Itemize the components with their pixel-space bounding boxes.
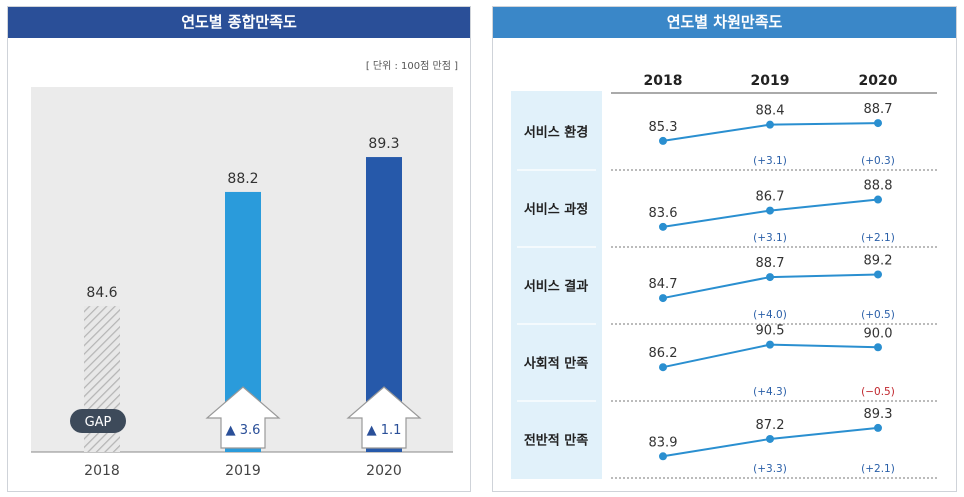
series-point [766, 206, 774, 215]
series-value-label: 83.6 [649, 206, 678, 221]
row-label-column [511, 91, 602, 479]
bar-value-label-2020: 89.3 [368, 136, 399, 152]
series-value-label: 86.2 [649, 346, 678, 361]
year-header-2020: 2020 [859, 73, 898, 89]
series-value-label: 85.3 [649, 120, 678, 135]
series-label: 서비스 환경 [524, 125, 588, 141]
x-tick-label-2020: 2020 [366, 463, 402, 479]
series-value-label: 88.4 [756, 104, 785, 119]
overall-satisfaction-panel: 연도별 종합만족도 [ 단위 : 100점 만점 ] 84.6 2018 88.2 2… [7, 6, 471, 492]
overall-satisfaction-title: 연도별 종합만족도 [8, 7, 470, 38]
change-label: (+3.1) [753, 232, 787, 244]
change-label: (+2.1) [861, 232, 895, 244]
series-point [766, 273, 774, 282]
series-point [659, 222, 667, 231]
year-header-2018: 2018 [644, 73, 683, 89]
series-point [874, 423, 882, 432]
series-value-label: 83.9 [649, 435, 678, 450]
series-value-label: 84.7 [649, 277, 678, 292]
dimension-line-chart: 2018 2019 2020 서비스 환경 85.3 88.4 88.7 (+3.1) (+0.… [511, 73, 937, 479]
series-point [659, 363, 667, 372]
year-header-2019: 2019 [751, 73, 790, 89]
gap-arrow-2020 [346, 386, 422, 449]
series-label: 서비스 과정 [524, 202, 588, 218]
series-value-label: 89.2 [864, 253, 893, 268]
change-label: (+0.3) [861, 155, 895, 167]
series-label: 전반적 만족 [524, 433, 588, 449]
gap-value-2019: ▲ 3.6 [226, 423, 261, 438]
series-point [766, 120, 774, 129]
change-label: (−0.5) [861, 386, 895, 398]
dimension-satisfaction-panel: 연도별 차원만족도 2018 2019 2020 서비스 환경 85.3 88.4 88.7… [492, 6, 957, 492]
series-value-label: 89.3 [864, 407, 893, 422]
x-tick-label-2019: 2019 [225, 463, 261, 479]
change-label: (+4.0) [753, 309, 787, 321]
series-point [766, 340, 774, 349]
series-value-label: 87.2 [756, 418, 785, 433]
bar-value-label-2018: 84.6 [86, 285, 117, 301]
series-point [766, 434, 774, 443]
change-label: (+0.5) [861, 309, 895, 321]
series-point [659, 452, 667, 461]
series-label: 사회적 만족 [524, 356, 588, 372]
gap-arrow-2019 [205, 386, 281, 449]
gap-badge-label: GAP [85, 415, 112, 430]
series-point [659, 136, 667, 145]
gap-badge [70, 409, 126, 433]
change-label: (+2.1) [861, 463, 895, 475]
x-tick-label-2018: 2018 [84, 463, 120, 479]
series-value-label: 90.0 [864, 326, 893, 341]
change-label: (+3.1) [753, 155, 787, 167]
change-label: (+3.3) [753, 463, 787, 475]
series-point [874, 343, 882, 352]
overall-bar-chart: 84.6 2018 88.2 2019 ▲ 3.6 89.3 2020 ▲ 1.1 GAP [31, 87, 453, 479]
series-value-label: 90.5 [756, 324, 785, 339]
series-value-label: 88.7 [756, 256, 785, 271]
series-value-label: 88.8 [864, 179, 893, 194]
series-value-label: 86.7 [756, 190, 785, 205]
series-point [874, 270, 882, 279]
gap-value-2020: ▲ 1.1 [367, 423, 402, 438]
bar-value-label-2019: 88.2 [227, 171, 258, 187]
series-point [874, 119, 882, 128]
series-point [659, 294, 667, 303]
series-point [874, 195, 882, 204]
unit-note: [ 단위 : 100점 만점 ] [365, 61, 458, 72]
change-label: (+4.3) [753, 386, 787, 398]
series-value-label: 88.7 [864, 102, 893, 117]
series-label: 서비스 결과 [524, 279, 588, 295]
dimension-satisfaction-title: 연도별 차원만족도 [493, 7, 956, 38]
